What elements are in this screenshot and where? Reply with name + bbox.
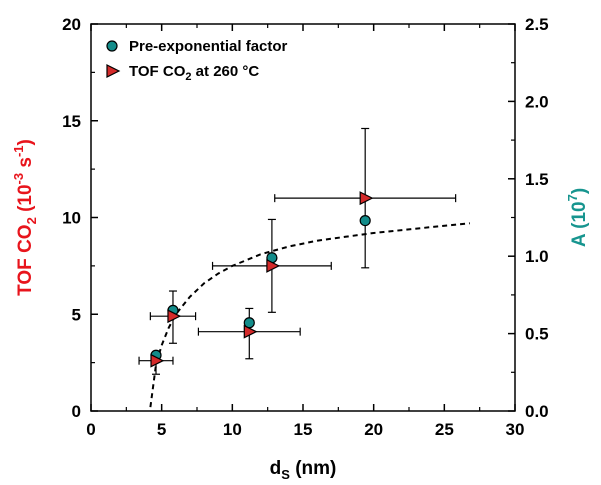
y-left-tick-label: 0: [72, 402, 81, 421]
tof-point: [266, 258, 281, 273]
y-left-title-sup1: -3: [11, 173, 26, 185]
x-tick-label: 25: [435, 420, 454, 439]
legend-label-tof: TOF CO2 at 260 °C: [129, 63, 259, 83]
legend-tof-pre: TOF CO: [129, 63, 186, 80]
x-axis-title-unit: (nm): [290, 458, 336, 479]
y-right-title-sup: 7: [565, 194, 580, 201]
legend-marker-triangle: [106, 64, 121, 78]
x-tick-label: 20: [364, 420, 383, 439]
x-tick-label: 15: [294, 420, 313, 439]
x-tick-label: 0: [86, 420, 95, 439]
y-right-title-post: ): [569, 188, 590, 194]
y-left-axis-title: TOF CO2 (10-3 s-1): [11, 139, 39, 296]
y-right-tick-label: 2.0: [525, 92, 549, 111]
y-left-tick-label: 15: [62, 112, 81, 131]
legend-tof-sub: 2: [185, 71, 191, 83]
y-right-tick-label: 0.0: [525, 402, 549, 421]
x-axis-title-sub: S: [281, 467, 290, 482]
y-left-title-mid: (10: [15, 184, 36, 217]
fit-curve-layer: [149, 222, 470, 408]
x-tick-label: 10: [223, 420, 242, 439]
y-left-tick-label: 5: [72, 305, 81, 324]
y-left-title-mid2: s: [15, 157, 36, 173]
y-right-tick-label: 2.5: [525, 15, 549, 34]
x-axis-title-main: d: [270, 458, 282, 479]
legend-tof-post: at 260 °C: [192, 63, 260, 80]
y-right-tick-label: 1.0: [525, 247, 549, 266]
legend: Pre-exponential factor TOF CO2 at 260 °C: [106, 38, 288, 83]
markers-layer: [150, 191, 374, 368]
y-right-tick-label: 1.5: [525, 170, 549, 189]
y-left-tick-label: 20: [62, 15, 81, 34]
fit-curve: [149, 222, 470, 408]
legend-marker-circle: [106, 40, 118, 52]
y-left-title-pre: TOF CO: [15, 224, 36, 295]
x-tick-label: 30: [506, 420, 525, 439]
x-tick-label: 5: [157, 420, 166, 439]
y-right-tick-label: 0.5: [525, 325, 549, 344]
tof-point: [243, 324, 258, 339]
tof-point: [167, 309, 182, 324]
legend-label-pre-exponential: Pre-exponential factor: [129, 38, 288, 55]
y-right-axis-title: A (107): [565, 188, 590, 247]
axis-ticks-group: 0 5 10 15 20 25 30 0 5 10 15 20 0.0 0.5 1.0 1.5 2.0 2.5: [62, 15, 549, 439]
y-left-tick-label: 10: [62, 209, 81, 228]
y-left-title-post: ): [15, 139, 36, 145]
error-bars-layer: [138, 127, 457, 375]
tof-point: [359, 191, 374, 206]
y-right-title-pre: A (10: [569, 201, 590, 247]
tof-point: [150, 353, 165, 368]
x-axis-title: dS (nm): [270, 458, 337, 482]
y-left-title-sub: 2: [24, 217, 39, 224]
pre-exponential-point: [359, 214, 371, 227]
plot-frame: [90, 23, 516, 412]
y-left-title-sup2: -1: [11, 145, 26, 157]
